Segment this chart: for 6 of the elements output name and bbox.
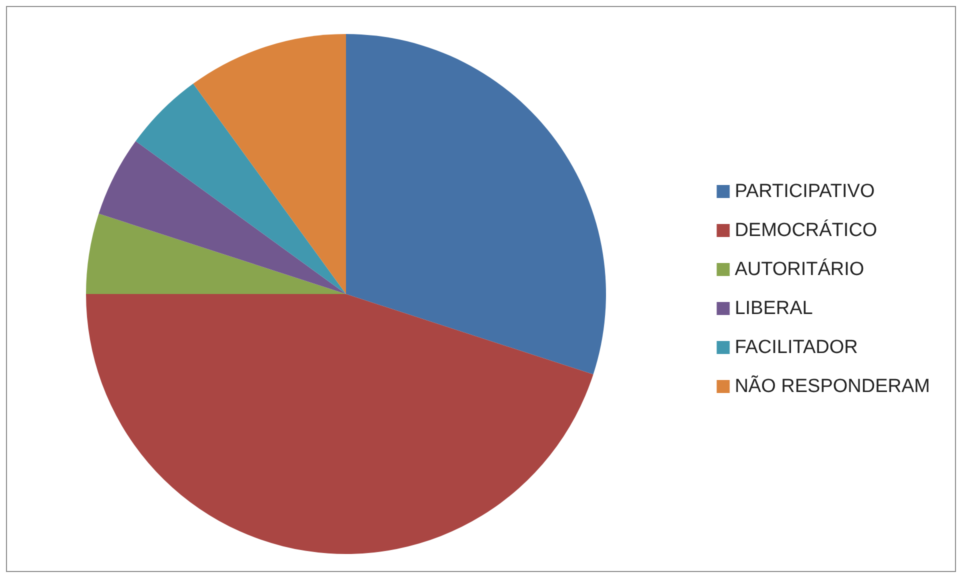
legend-label: NÃO RESPONDERAM [734,375,930,397]
legend-label: AUTORITÁRIO [734,258,864,280]
legend-label: LIBERAL [734,298,813,319]
legend-label: FACILITADOR [734,337,858,358]
legend-label: DEMOCRÁTICO [734,219,878,241]
legend-label: PARTICIPATIVO [734,181,875,202]
